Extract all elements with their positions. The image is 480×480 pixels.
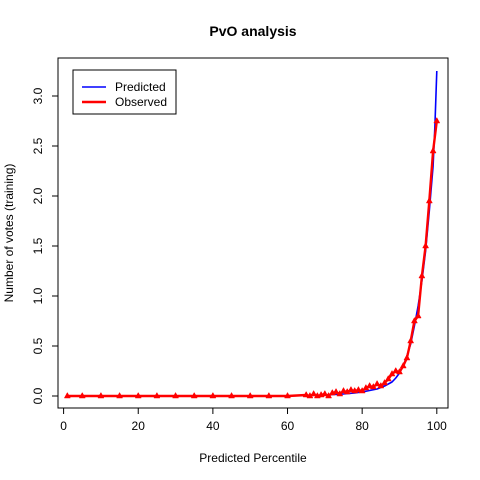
plot-frame (57, 57, 449, 409)
observed-point (63, 391, 71, 399)
observed-point (190, 391, 198, 399)
observed-point (228, 391, 235, 399)
observed-point (433, 116, 441, 124)
observed-point (418, 271, 426, 279)
observed-point (414, 311, 422, 319)
observed-point (422, 241, 430, 249)
observed-point (246, 391, 254, 399)
observed-point (373, 379, 381, 387)
observed-point (429, 146, 437, 154)
legend-label-observed: Observed (115, 95, 167, 109)
observed-point (355, 385, 362, 393)
observed-point (340, 386, 347, 394)
x-tick-label: 0 (60, 419, 67, 433)
y-tick-label: 0.5 (31, 337, 45, 354)
x-tick-label: 100 (427, 419, 447, 433)
observed-point (310, 389, 318, 397)
x-tick-label: 20 (132, 419, 146, 433)
observed-point (321, 389, 329, 397)
observed-point (302, 390, 310, 398)
observed-point (153, 391, 161, 399)
y-axis-label: Number of votes (training) (2, 164, 16, 303)
plot-area: 0 20 40 60 80 100 0.0 0.5 1.0 1.5 2.0 2.5 3.0 Predict… (31, 57, 449, 433)
observed-point (396, 367, 403, 375)
y-tick-label: 1.5 (31, 237, 45, 254)
observed-point (381, 378, 388, 386)
observed-point (347, 385, 355, 393)
observed-point (172, 391, 179, 399)
observed-point (384, 374, 392, 382)
observed-point (425, 196, 433, 204)
x-tick-label: 80 (355, 419, 369, 433)
observed-point (284, 391, 291, 399)
observed-point (410, 316, 418, 324)
legend-box (72, 69, 177, 115)
observed-point (392, 366, 400, 374)
observed-point (134, 391, 142, 399)
chart-title: PvO analysis (209, 23, 296, 39)
x-tick-label: 60 (281, 419, 295, 433)
y-tick-label: 2.5 (31, 137, 45, 154)
observed-point (78, 391, 86, 399)
y-tick-label: 2.0 (31, 187, 45, 204)
observed-point (265, 391, 273, 399)
observed-point (116, 391, 124, 399)
observed-point (97, 391, 105, 399)
y-tick-label: 3.0 (31, 87, 45, 104)
observed-point (399, 361, 407, 369)
observed-point (366, 381, 374, 389)
observed-point (407, 336, 415, 344)
y-tick-label: 0.0 (31, 387, 45, 404)
x-axis-label: Predicted Percentile (199, 451, 307, 465)
x-tick-label: 40 (206, 419, 220, 433)
y-tick-label: 1.0 (31, 287, 45, 304)
observed-point (403, 353, 411, 361)
legend-label-predicted: Predicted (115, 80, 166, 94)
observed-point (332, 387, 340, 395)
observed-point (209, 391, 217, 399)
